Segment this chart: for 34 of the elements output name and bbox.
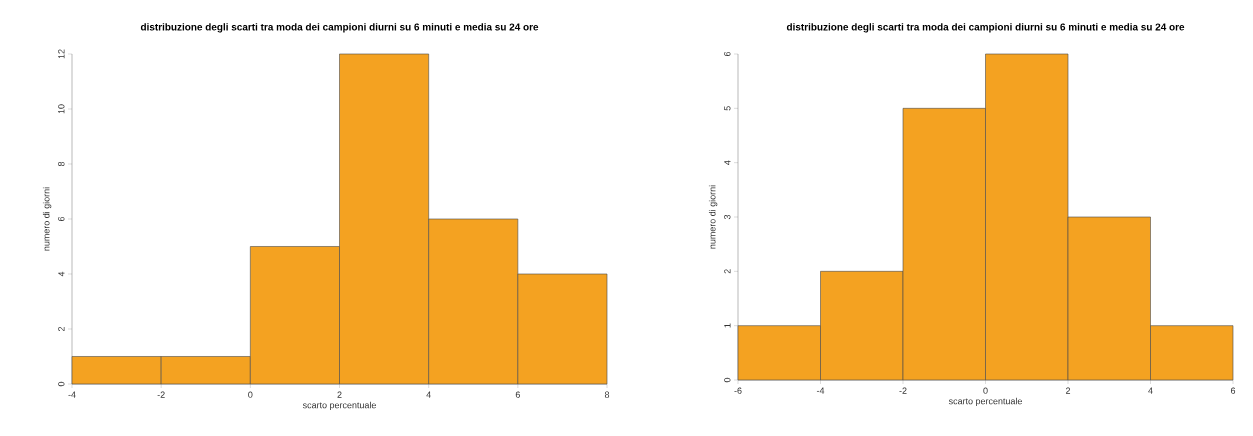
x-tick-label: -6: [734, 387, 742, 394]
x-tick-label: 2: [337, 391, 342, 398]
x-tick-label: 0: [248, 391, 253, 398]
x-tick-label: -4: [816, 387, 825, 394]
y-tick-label: 10: [58, 104, 65, 114]
x-tick-label: 4: [426, 391, 431, 398]
x-axis-title: scarto percentuale: [948, 397, 1022, 407]
x-tick-label: 6: [515, 391, 520, 398]
y-tick-label: 1: [724, 323, 731, 328]
x-axis-title: scarto percentuale: [302, 401, 376, 411]
y-axis-title: numero di giorni: [42, 187, 52, 251]
x-tick-label: -4: [68, 391, 76, 398]
x-tick-label: 0: [983, 387, 988, 394]
y-tick-label: 5: [724, 106, 731, 111]
y-tick-label: 6: [724, 51, 731, 57]
x-tick-label: -2: [157, 391, 165, 398]
y-tick-label: 4: [58, 271, 65, 277]
y-tick-label: 12: [58, 49, 65, 59]
y-tick-label: 4: [724, 160, 731, 165]
y-axis-title: numero di giorni: [708, 185, 718, 249]
x-tick-label: -2: [899, 387, 907, 394]
chart-title: distribuzione degli scarti tra moda dei campioni diurni su 6 minuti e media su 24 ore: [140, 23, 539, 33]
x-tick-label: 6: [1230, 387, 1236, 394]
x-tick-label: 2: [1065, 387, 1071, 394]
y-tick-label: 2: [724, 269, 731, 274]
y-tick-label: 0: [58, 381, 65, 387]
y-tick-label: 3: [724, 214, 731, 220]
y-tick-label: 8: [58, 161, 65, 167]
y-tick-label: 0: [724, 377, 731, 383]
x-tick-label: 8: [604, 391, 610, 398]
y-tick-label: 2: [58, 326, 65, 332]
chart-title: distribuzione degli scarti tra moda dei campioni diurni su 6 minuti e media su 24 ore: [786, 23, 1185, 33]
y-tick-label: 6: [58, 216, 65, 222]
x-tick-label: 4: [1148, 387, 1153, 394]
